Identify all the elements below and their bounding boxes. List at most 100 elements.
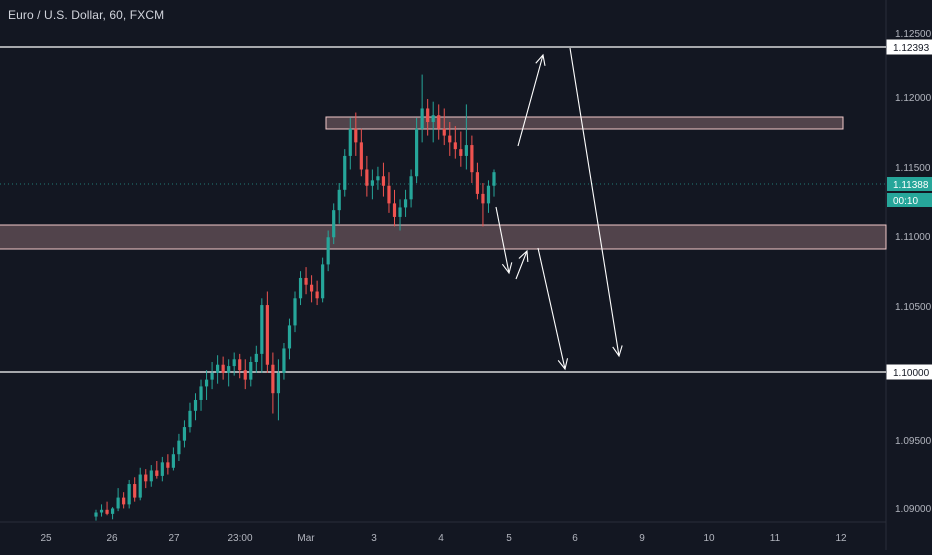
candle-body	[138, 474, 142, 498]
candle-body	[204, 379, 209, 387]
arrow-retest-up[interactable]	[515, 250, 528, 280]
candle-body	[249, 362, 253, 380]
time-tick-label: 5	[506, 533, 512, 544]
price-tick-label: 1.10500	[895, 302, 932, 313]
price-badge-upper	[886, 39, 932, 55]
candle-body	[343, 155, 347, 190]
candle-body	[160, 462, 164, 476]
candle-body	[398, 207, 402, 217]
candle-body	[321, 264, 325, 299]
candle-body	[354, 128, 358, 143]
candle-body	[193, 399, 198, 411]
price-badge-lower-text: 1.10000	[893, 368, 930, 379]
candle-body	[359, 142, 363, 170]
candle-body	[420, 108, 424, 129]
candle-body	[481, 193, 485, 204]
candle-body	[227, 366, 231, 373]
time-tick-label: 3	[371, 533, 377, 544]
arrow-down-target[interactable]	[537, 247, 566, 370]
candle-body	[442, 128, 446, 136]
price-badge-current-text: 1.11388	[893, 180, 929, 191]
time-tick-label: Mar	[297, 533, 315, 544]
candle-body	[431, 115, 435, 123]
candle-body	[403, 199, 408, 208]
candle-body	[453, 142, 457, 150]
arrow-retest-up-head	[518, 249, 529, 263]
candle-body	[94, 512, 98, 517]
price-tick-label: 1.12000	[895, 93, 932, 104]
candle-body	[127, 484, 131, 505]
arrow-down-short[interactable]	[495, 206, 510, 274]
candle-body	[326, 237, 330, 265]
symbol-title: Euro / U.S. Dollar, 60, FXCM	[8, 8, 165, 22]
countdown-badge	[887, 193, 932, 207]
candle-body	[265, 305, 269, 365]
arrow-down-target-head	[557, 358, 569, 371]
candle-body	[166, 462, 170, 468]
candle-body	[337, 189, 341, 211]
candle-body	[475, 172, 480, 194]
candle-body	[105, 509, 109, 514]
price-badge-upper-text: 1.12393	[893, 43, 930, 54]
candle-body	[282, 348, 286, 373]
time-tick-label: 10	[703, 533, 715, 544]
candle-body	[210, 372, 214, 380]
resistance-zone[interactable]	[325, 116, 844, 130]
candle-body	[464, 145, 468, 156]
time-tick-label: 25	[40, 533, 52, 544]
candle-body	[426, 108, 430, 123]
candle-body	[276, 372, 281, 394]
time-tick-label: 26	[106, 533, 118, 544]
time-tick-label: 23:00	[227, 533, 252, 544]
candle-body	[304, 277, 308, 285]
candle-body	[415, 128, 419, 177]
price-tick-label: 1.12500	[895, 29, 932, 40]
support-zone[interactable]	[0, 224, 887, 250]
time-tick-label: 11	[770, 533, 781, 544]
candle-body	[437, 115, 441, 129]
candle-body	[221, 364, 225, 373]
countdown-badge-text: 00:10	[893, 196, 918, 207]
candle-body	[348, 128, 352, 156]
candle-body	[199, 386, 203, 400]
candle-body	[177, 440, 181, 455]
candle-body	[492, 172, 496, 186]
arrow-down-long[interactable]	[569, 47, 620, 357]
candle-body	[309, 284, 314, 292]
candle-body	[182, 427, 187, 441]
arrow-up-breakout[interactable]	[517, 54, 544, 147]
candle-body	[298, 277, 303, 299]
price-badge-current	[887, 177, 932, 191]
candle-body	[376, 176, 380, 181]
candle-body	[332, 210, 336, 238]
candle-body	[238, 359, 242, 371]
candle-body	[133, 484, 137, 498]
candle-body	[409, 176, 413, 200]
candle-body	[116, 497, 120, 509]
candle-body	[260, 305, 264, 354]
candle-body	[387, 185, 391, 204]
time-tick-label: 9	[639, 533, 645, 544]
candle-body	[110, 508, 115, 514]
price-tick-label: 1.11000	[895, 232, 931, 243]
time-tick-label: 6	[572, 533, 578, 544]
candle-body	[470, 145, 474, 173]
candle-body	[171, 454, 175, 468]
arrow-up-breakout-head	[535, 53, 546, 66]
candle-body	[370, 180, 374, 186]
time-tick-label: 27	[168, 533, 180, 544]
candle-body	[271, 364, 275, 394]
candle-body	[144, 474, 148, 482]
candle-body	[381, 176, 386, 186]
candle-body	[486, 185, 491, 204]
candle-body	[293, 298, 297, 326]
candle-body	[459, 149, 463, 156]
candle-body	[149, 470, 153, 482]
candle-body	[448, 135, 452, 143]
price-tick-label: 1.09000	[895, 504, 932, 515]
candle-body	[99, 509, 104, 513]
time-tick-label: 4	[438, 533, 444, 544]
